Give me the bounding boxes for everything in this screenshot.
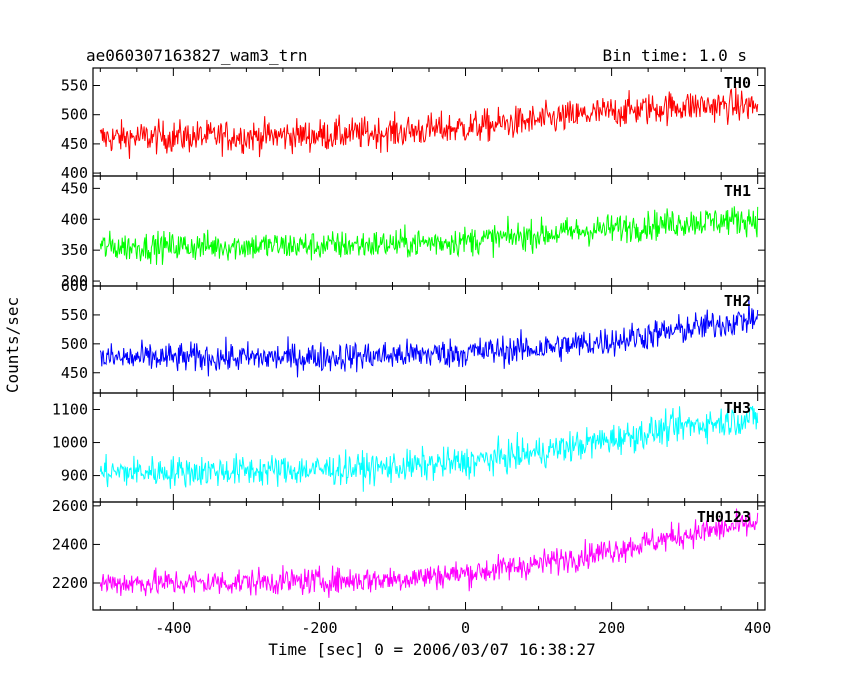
x-axis-label: Time [sec] 0 = 2006/03/07 16:38:27 [268, 640, 596, 659]
series-line-th0 [99, 87, 759, 159]
y-tick-label: 500 [61, 106, 88, 124]
series-label-th1: TH1 [724, 182, 751, 200]
panel-frame [92, 285, 766, 394]
series-line-th2 [99, 299, 759, 378]
y-tick-label: 1100 [52, 401, 88, 419]
series-line-th1 [99, 206, 759, 265]
y-axis-label: Counts/sec [3, 297, 22, 393]
series-label-th2: TH2 [724, 292, 751, 310]
chart-subtitle: Bin time: 1.0 s [603, 46, 748, 65]
y-tick-label: 450 [61, 135, 88, 153]
y-tick-label: 350 [61, 241, 88, 259]
y-tick-label: 2600 [52, 497, 88, 515]
chart-title: ae060307163827_wam3_trn [86, 46, 308, 65]
y-tick-label: 550 [61, 77, 88, 95]
series-line-th3 [99, 405, 759, 492]
y-tick-label: 2400 [52, 535, 88, 553]
y-tick-label: 2200 [52, 574, 88, 592]
series-label-th3: TH3 [724, 399, 751, 417]
panel-frame [92, 501, 766, 611]
x-tick-label: -200 [301, 619, 337, 637]
y-tick-label: 900 [61, 467, 88, 485]
y-tick-label: 1000 [52, 434, 88, 452]
y-tick-label: 600 [61, 277, 88, 295]
y-tick-label: 500 [61, 335, 88, 353]
y-tick-label: 400 [61, 164, 88, 182]
x-tick-label: -400 [155, 619, 191, 637]
series-label-th0: TH0 [724, 74, 751, 92]
series-label-th0123: TH0123 [697, 508, 751, 526]
panel-frame [92, 392, 766, 503]
y-tick-label: 450 [61, 179, 88, 197]
y-tick-label: 550 [61, 306, 88, 324]
x-tick-label: 200 [598, 619, 625, 637]
x-tick-label: 400 [744, 619, 771, 637]
y-tick-label: 450 [61, 364, 88, 382]
x-tick-label: 0 [461, 619, 470, 637]
panel-frame [92, 175, 766, 287]
series-line-th0123 [99, 508, 759, 598]
y-tick-label: 400 [61, 210, 88, 228]
y-tick-label: 300 [61, 272, 88, 290]
